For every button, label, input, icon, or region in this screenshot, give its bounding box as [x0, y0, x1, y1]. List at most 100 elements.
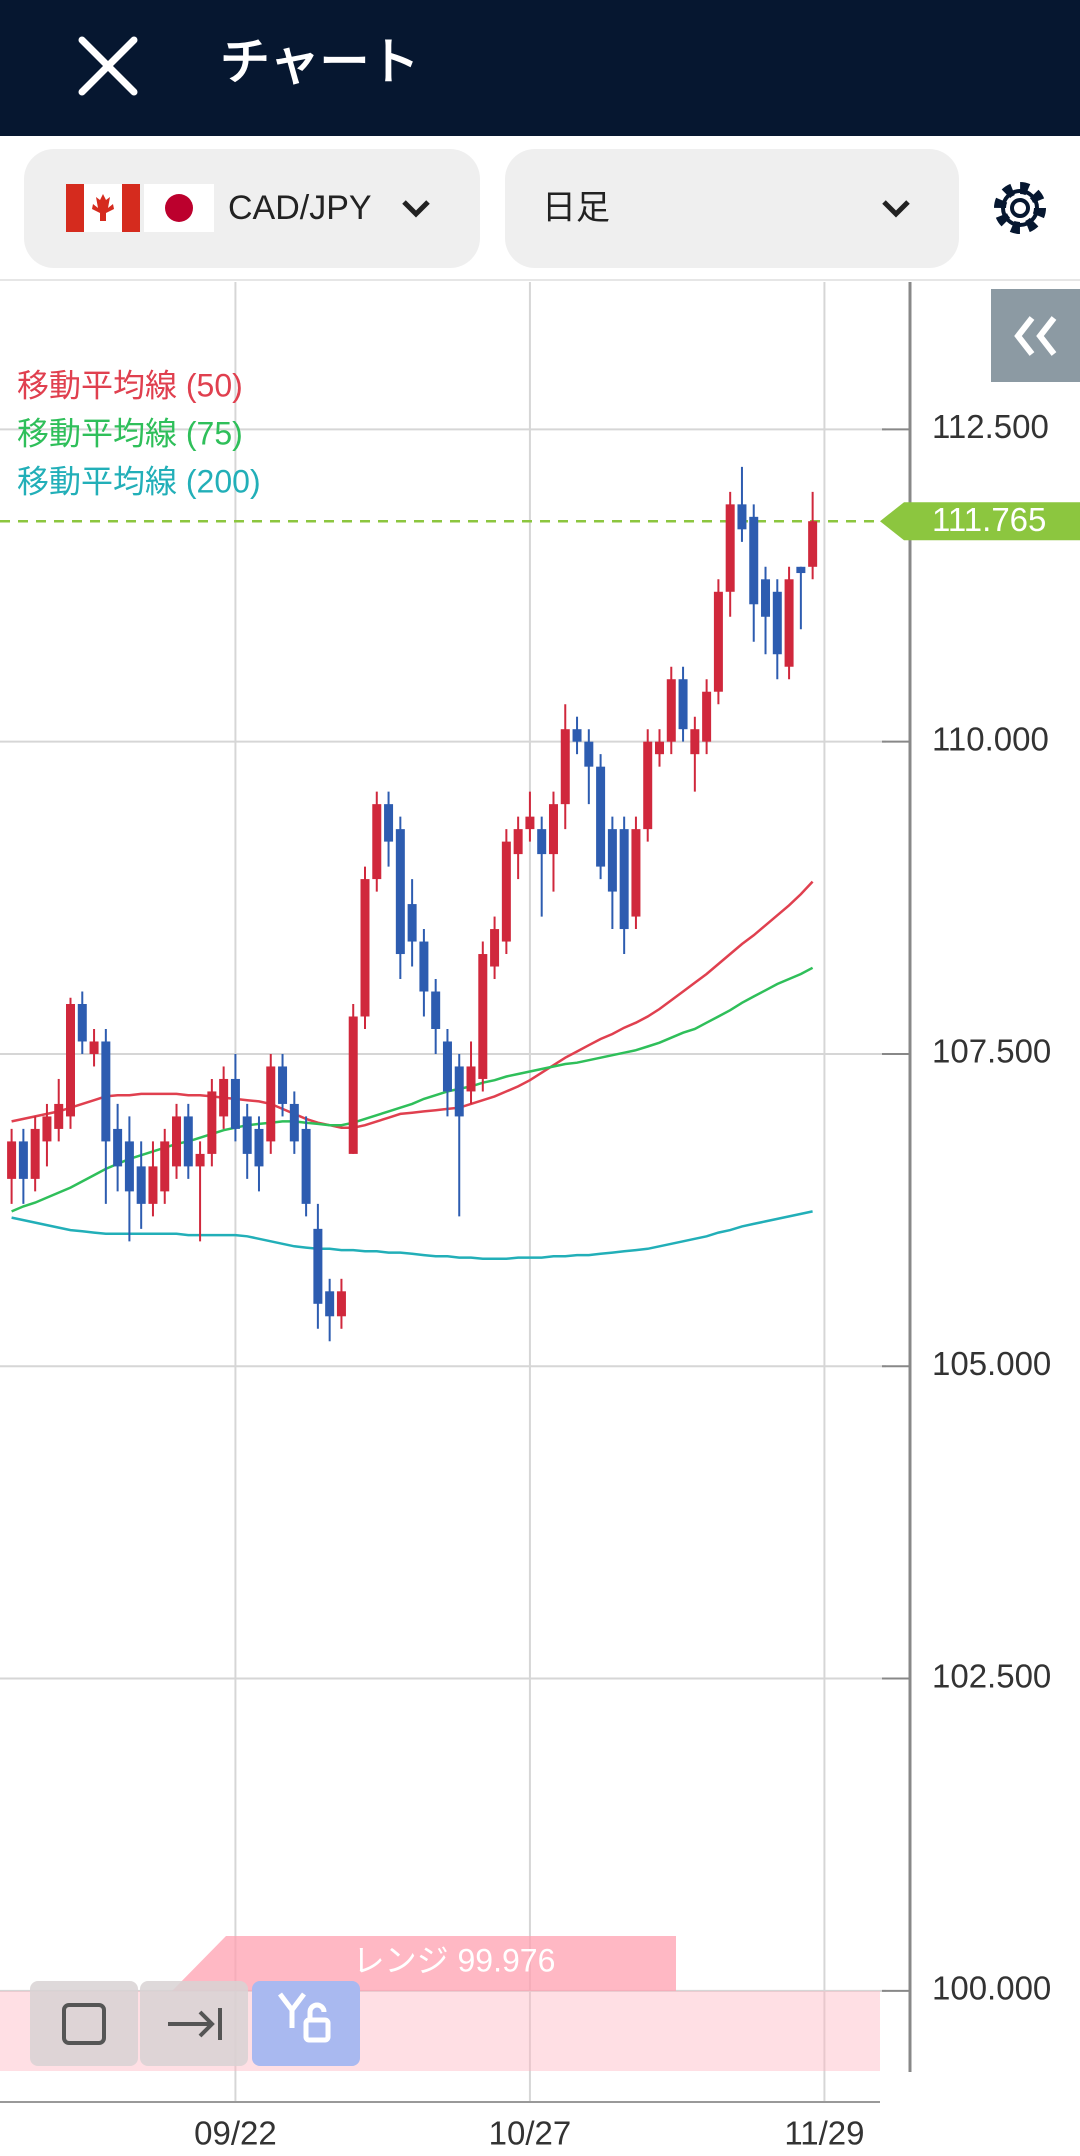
candle-body — [596, 766, 606, 867]
y-tick-label: 112.500 — [932, 408, 1049, 445]
flag-japan — [144, 184, 214, 232]
fullscreen-button[interactable] — [30, 1981, 138, 2066]
candle-body — [454, 1066, 464, 1117]
candle-body — [384, 804, 394, 842]
legend-entry: 移動平均線 (75) — [17, 415, 243, 451]
range-tab — [172, 1936, 676, 1991]
current-price-tag — [880, 502, 1080, 541]
candle-body — [136, 1166, 146, 1204]
candle-body — [42, 1116, 52, 1142]
pair-dropdown-arrow — [402, 200, 430, 218]
candle-body — [431, 991, 441, 1029]
candle-body — [584, 741, 594, 767]
candle-body — [490, 929, 500, 967]
candle-body — [713, 591, 723, 692]
y-lock-icon — [278, 1992, 331, 2043]
candle-body — [89, 1041, 99, 1054]
candle-body — [360, 879, 370, 1017]
jump-latest-icon — [168, 2008, 222, 2040]
candle-body — [313, 1228, 323, 1304]
candle-body — [737, 504, 747, 530]
y-tick-label: 100.000 — [932, 1970, 1051, 2007]
candle-body — [124, 1141, 134, 1192]
candle-body — [266, 1066, 276, 1142]
candle-body — [219, 1078, 229, 1117]
candle-body — [54, 1103, 64, 1129]
candle-body — [537, 829, 547, 855]
candle-body — [195, 1153, 205, 1167]
candle-body — [289, 1103, 299, 1142]
header-bar — [0, 0, 1080, 136]
pair-label: CAD/JPY — [228, 189, 372, 227]
collapse-button[interactable] — [991, 289, 1080, 382]
candle-body — [761, 579, 771, 617]
candle-body — [336, 1291, 346, 1317]
candle-body — [643, 741, 653, 830]
candle-body — [254, 1128, 264, 1167]
legend-entry: 移動平均線 (200) — [17, 463, 261, 499]
candle-body — [702, 691, 712, 742]
candle-body — [278, 1066, 288, 1104]
candle-body — [725, 504, 735, 592]
collapse-icon — [1014, 316, 1057, 356]
candle-body — [572, 729, 582, 742]
candle-body — [772, 591, 782, 655]
candle-body — [808, 521, 818, 567]
candle-body — [77, 1004, 87, 1042]
x-tick-label: 11/29 — [784, 2115, 864, 2152]
candle-body — [655, 741, 664, 755]
chart-area: 100.000 102.500 105.000 107.500 110.000 112.5… — [0, 282, 1080, 2152]
timeframe-selector[interactable] — [505, 149, 959, 268]
candle-body — [560, 729, 570, 805]
candle-body — [183, 1116, 193, 1167]
candle-body — [148, 1166, 158, 1204]
pair-selector[interactable] — [24, 149, 480, 268]
candle-body — [407, 904, 417, 942]
candle-body — [442, 1041, 452, 1092]
candle-body — [513, 829, 523, 855]
fullscreen-icon — [62, 2003, 106, 2045]
moving-average-line — [11, 880, 814, 1129]
candle-body — [30, 1128, 40, 1179]
candle-body — [678, 679, 688, 730]
candle-body — [619, 829, 629, 930]
candle-body — [631, 829, 641, 917]
candle-body — [784, 579, 794, 667]
candle-body — [796, 566, 806, 574]
candle-body — [466, 1066, 476, 1092]
candle-body — [548, 804, 558, 855]
settings-button[interactable] — [994, 182, 1046, 234]
candle-body — [525, 816, 535, 830]
candle-body — [242, 1116, 252, 1154]
candle-body — [160, 1141, 170, 1192]
current-price-label: 111.765 — [932, 501, 1046, 538]
y-tick-label: 105.000 — [932, 1345, 1051, 1382]
candle-body — [230, 1078, 240, 1129]
candle-body — [395, 829, 405, 955]
flag-canada — [66, 184, 140, 232]
candle-body — [690, 729, 700, 755]
candle-body — [207, 1091, 217, 1154]
y-tick-label: 107.500 — [932, 1033, 1051, 1070]
legend-entry: 移動平均線 (50) — [17, 367, 243, 403]
candle-body — [348, 1016, 358, 1154]
candle-body — [18, 1141, 28, 1179]
candle-body — [666, 679, 676, 742]
candle-body — [101, 1041, 111, 1142]
candle-body — [372, 804, 382, 880]
candle-body — [478, 954, 488, 1079]
candle-body — [749, 516, 759, 605]
moving-average-line — [11, 1210, 813, 1261]
moving-average-line — [11, 966, 814, 1213]
x-tick-label: 10/27 — [489, 2115, 572, 2152]
candle-body — [607, 829, 617, 892]
candle-body — [419, 941, 429, 992]
candle-body — [301, 1128, 311, 1204]
range-label: レンジ 99.976 — [353, 1942, 556, 1978]
candle-body — [7, 1141, 17, 1179]
close-button[interactable] — [78, 36, 138, 96]
candle-body — [325, 1291, 335, 1317]
y-tick-label: 110.000 — [932, 720, 1049, 757]
